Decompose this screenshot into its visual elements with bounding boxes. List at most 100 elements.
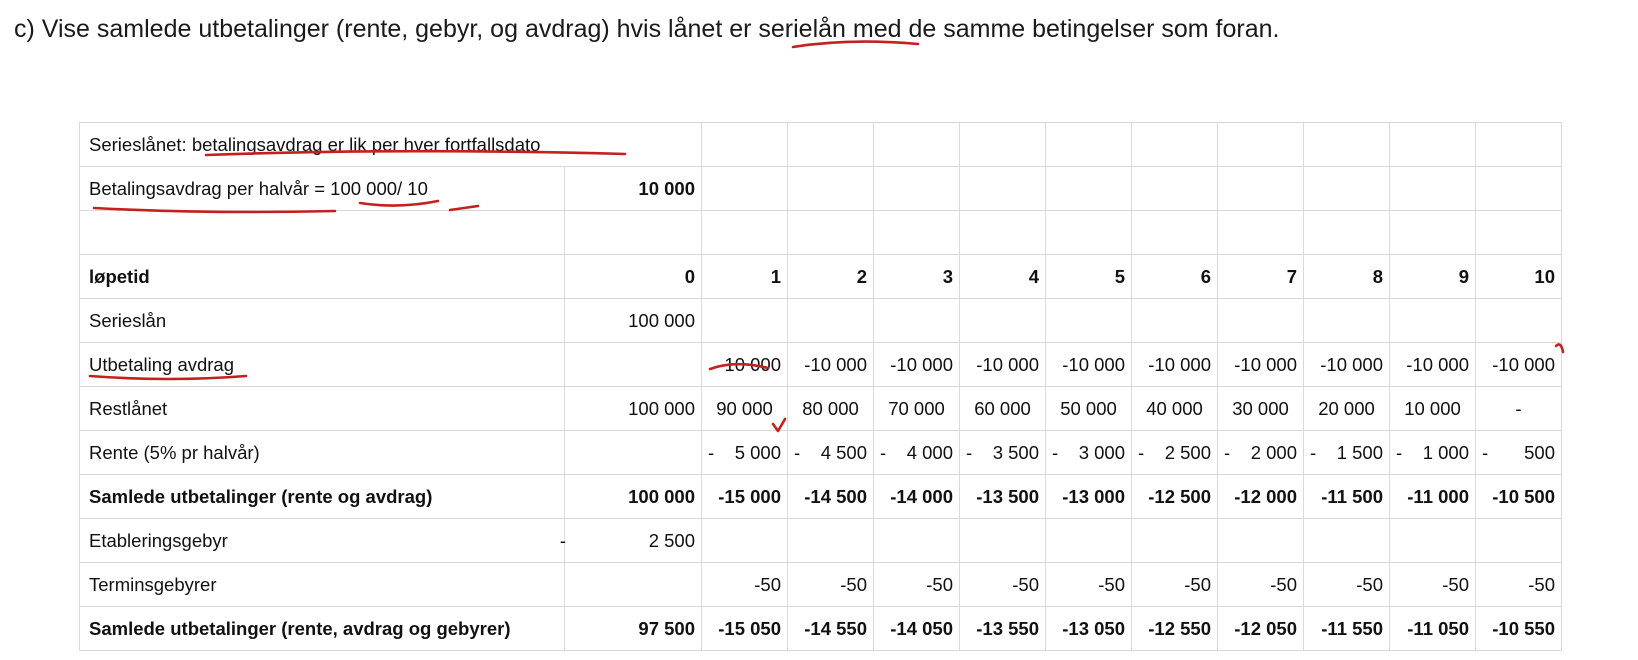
row-label: Restlånet — [79, 386, 565, 431]
table-row: Terminsgebyrer -50 -50 -50 -50 -50 -50 -50 -50 -5… — [79, 562, 1562, 607]
minus-sign: - — [794, 441, 801, 463]
value-cell: -10 500 — [1475, 474, 1562, 519]
value-cell: -50 — [701, 562, 788, 607]
value-cell — [1045, 298, 1132, 343]
value-cell: -13 050 — [1045, 606, 1132, 651]
value-cell: 100 000 — [564, 474, 702, 519]
minus-sign: - — [1396, 441, 1403, 463]
value-cell: 30 000 — [1217, 386, 1304, 431]
empty-cell — [1475, 166, 1562, 211]
value-cell — [1389, 518, 1476, 563]
value-cell — [1045, 518, 1132, 563]
value-cell: -10 000 — [787, 342, 874, 387]
table-row — [79, 210, 1562, 255]
period-header: 0 — [564, 254, 702, 299]
spreadsheet-table: Serieslånet: betalingsavdrag er lik per … — [79, 122, 1562, 651]
value-cell: -10 000 — [873, 342, 960, 387]
value-cell — [787, 298, 874, 343]
empty-cell — [1475, 122, 1562, 167]
value-cell: -15 000 — [701, 474, 788, 519]
periods-label: løpetid — [79, 254, 565, 299]
empty-cell — [1131, 166, 1218, 211]
table-row: løpetid 0 1 2 3 4 5 6 7 8 9 10 — [79, 254, 1562, 299]
cell-value: 3 500 — [992, 441, 1039, 463]
minus-sign: - — [708, 441, 715, 463]
value-cell: 2 500 — [564, 518, 702, 563]
value-cell: -10 000 — [1045, 342, 1132, 387]
value-cell — [1131, 298, 1218, 343]
empty-cell — [701, 166, 788, 211]
value-cell — [1475, 298, 1562, 343]
row-label: Etableringsgebyr - — [79, 518, 566, 563]
empty-cell — [701, 122, 788, 167]
empty-cell — [1217, 210, 1304, 255]
value-cell: -12 550 — [1131, 606, 1218, 651]
empty-cell — [1389, 166, 1476, 211]
value-cell: -11 000 — [1389, 474, 1476, 519]
period-header: 7 — [1217, 254, 1304, 299]
value-cell: -50 — [787, 562, 874, 607]
table-row: Utbetaling avdrag -10 000 -10 000 -10 000 -1… — [79, 342, 1562, 387]
empty-cell — [1217, 122, 1304, 167]
value-cell — [1303, 518, 1390, 563]
minus-sign: - — [880, 441, 887, 463]
empty-cell — [1217, 166, 1304, 211]
prefix-sign: - — [559, 529, 566, 551]
minus-sign: - — [1310, 441, 1317, 463]
value-cell — [1389, 298, 1476, 343]
empty-cell — [1303, 210, 1390, 255]
period-header: 4 — [959, 254, 1046, 299]
value-cell: -12 050 — [1217, 606, 1304, 651]
value-cell — [873, 298, 960, 343]
avdrag-formula-value: 10 000 — [564, 166, 702, 211]
value-cell — [1303, 298, 1390, 343]
empty-cell — [1389, 210, 1476, 255]
value-cell: -50 — [959, 562, 1046, 607]
row-label: Terminsgebyrer — [79, 562, 565, 607]
minus-sign: - — [1224, 441, 1231, 463]
empty-cell — [1045, 122, 1132, 167]
value-cell: 80 000 — [787, 386, 874, 431]
value-cell: 20 000 — [1303, 386, 1390, 431]
value-cell: -11 550 — [1303, 606, 1390, 651]
empty-cell — [1045, 166, 1132, 211]
value-cell: -10 000 — [1389, 342, 1476, 387]
empty-cell — [564, 210, 702, 255]
empty-cell — [959, 210, 1046, 255]
empty-cell — [1303, 122, 1390, 167]
table-row: Serieslånet: betalingsavdrag er lik per … — [79, 122, 1562, 167]
period-header: 9 — [1389, 254, 1476, 299]
empty-cell — [1389, 122, 1476, 167]
value-cell: -50 — [1303, 562, 1390, 607]
period-header: 5 — [1045, 254, 1132, 299]
value-cell: -2 500 — [1131, 430, 1218, 475]
empty-cell — [959, 166, 1046, 211]
empty-cell — [873, 122, 960, 167]
value-cell: -14 500 — [787, 474, 874, 519]
row-label: Serieslån — [79, 298, 565, 343]
value-cell — [1217, 518, 1304, 563]
empty-cell — [1475, 210, 1562, 255]
value-cell: -50 — [1131, 562, 1218, 607]
table-row: Rente (5% pr halvår) -5 000-4 500-4 000-3… — [79, 430, 1562, 475]
empty-cell — [1045, 210, 1132, 255]
value-cell — [564, 430, 702, 475]
minus-sign: - — [966, 441, 973, 463]
cell-value: 1 000 — [1422, 441, 1469, 463]
value-cell — [701, 518, 788, 563]
table-row: Samlede utbetalinger (rente, avdrag og g… — [79, 606, 1562, 651]
row-label: Samlede utbetalinger (rente og avdrag) — [79, 474, 565, 519]
cell-value: 500 — [1524, 441, 1555, 463]
empty-cell — [1131, 122, 1218, 167]
value-cell: -50 — [1475, 562, 1562, 607]
cell-value: 4 500 — [820, 441, 867, 463]
value-cell: -50 — [873, 562, 960, 607]
value-cell: -4 500 — [787, 430, 874, 475]
row-label: Utbetaling avdrag — [79, 342, 565, 387]
value-cell: -5 000 — [701, 430, 788, 475]
value-cell: -12 500 — [1131, 474, 1218, 519]
value-cell: 70 000 — [873, 386, 960, 431]
value-cell: 90 000 — [701, 386, 788, 431]
value-cell: -3 500 — [959, 430, 1046, 475]
value-cell — [701, 298, 788, 343]
